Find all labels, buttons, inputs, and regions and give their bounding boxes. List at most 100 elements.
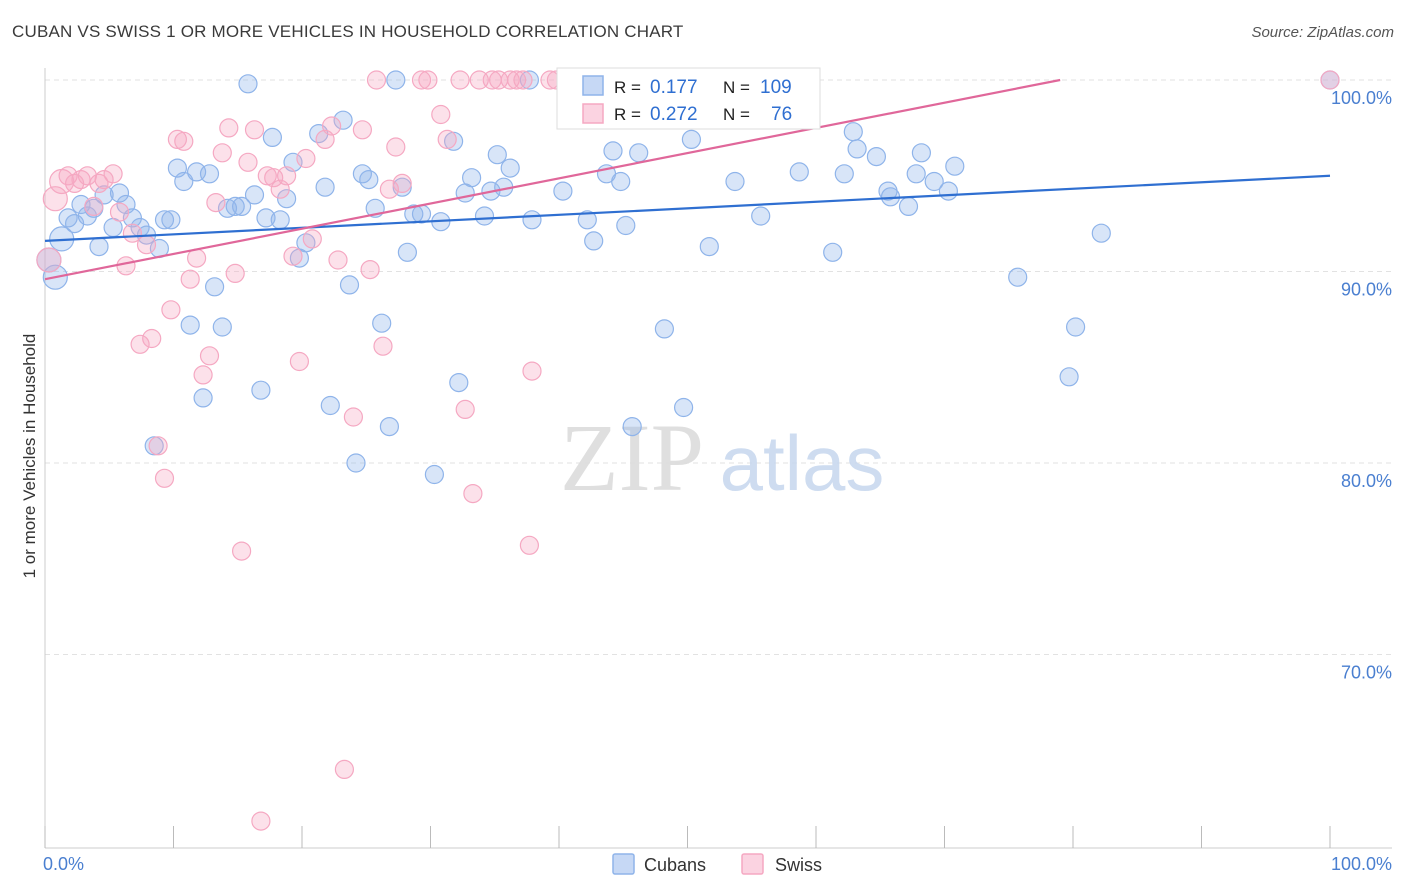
cubans-point-65 (487, 145, 507, 165)
watermark-zip: ZIP (560, 404, 704, 511)
trend-lines (44, 78, 1331, 281)
legend-r-value-cubans: 0.177 (650, 77, 698, 98)
swiss-point-12 (116, 256, 136, 276)
cubans-point-28 (217, 198, 238, 218)
swiss-point-26 (206, 193, 226, 213)
legend-r-label-cubans: R = (614, 78, 641, 97)
cubans-point-32 (244, 185, 265, 205)
bottom-legend-swatch-cubans (612, 853, 635, 875)
swiss-point-52 (386, 137, 406, 157)
cubans-point-19 (161, 210, 181, 230)
cubans-point-35 (262, 127, 282, 147)
cubans-point-25 (199, 164, 220, 184)
cubans-point-104 (1091, 223, 1111, 243)
cubans-point-43 (320, 395, 340, 416)
swiss-point-75 (1320, 70, 1340, 90)
swiss-point-7 (84, 196, 104, 216)
cubans-point-92 (866, 147, 887, 167)
cubans-point-99 (938, 181, 959, 201)
swiss-point-11 (109, 202, 130, 222)
swiss-point-58 (450, 70, 470, 90)
cubans-point-62 (462, 168, 482, 188)
cubans-point-63 (474, 206, 495, 226)
y-tick-label-70: 70.0% (1341, 663, 1392, 683)
swiss-point-15 (136, 235, 157, 255)
cubans-point-103 (1065, 317, 1086, 337)
cubans-point-80 (673, 397, 694, 418)
cubans-point-34 (256, 208, 276, 228)
cubans-point-95 (898, 196, 919, 216)
swiss-point-39 (289, 351, 309, 372)
cubans-point-60 (449, 373, 469, 393)
swiss-trend-line (44, 78, 1061, 281)
swiss-point-37 (277, 166, 297, 186)
cubans-point-18 (154, 210, 175, 230)
swiss-point-19 (161, 300, 181, 320)
y-tick-label-90: 90.0% (1341, 280, 1392, 300)
cubans-point-74 (603, 141, 623, 161)
swiss-point-53 (392, 173, 412, 193)
cubans-point-76 (616, 215, 636, 236)
cubans-point-81 (681, 129, 702, 149)
swiss-point-22 (180, 269, 200, 289)
cubans-point-67 (500, 158, 520, 178)
legend-swatch-swiss (582, 103, 604, 124)
swiss-point-57 (437, 129, 457, 149)
swiss-point-29 (225, 263, 245, 283)
swiss-point-54 (411, 70, 432, 90)
cubans-point-30 (232, 196, 252, 216)
watermark-atlas: atlas (720, 419, 885, 507)
bottom-legend-label-swiss: Swiss (775, 855, 822, 875)
cubans-point-27 (212, 317, 232, 337)
swiss-point-0 (36, 247, 62, 273)
cubans-point-29 (225, 196, 245, 216)
cubans-point-88 (823, 242, 843, 262)
swiss-point-8 (89, 173, 109, 193)
x-tick-label-max: 100.0% (1331, 854, 1392, 874)
swiss-point-68 (522, 361, 542, 381)
swiss-point-10 (103, 164, 123, 184)
swiss-point-38 (283, 246, 303, 266)
swiss-point-67 (519, 535, 540, 555)
swiss-point-49 (366, 70, 387, 90)
swiss-point-48 (360, 260, 380, 280)
y-tick-label-80: 80.0% (1341, 471, 1392, 491)
cubans-point-33 (251, 380, 271, 400)
y-axis-label: 1 or more Vehicles in Household (20, 334, 39, 579)
cubans-point-6 (77, 206, 98, 226)
series-cubans (36, 70, 1340, 485)
swiss-point-23 (187, 248, 207, 268)
legend-r-label-swiss: R = (614, 105, 641, 124)
cubans-point-48 (359, 170, 379, 190)
cubans-point-37 (277, 189, 297, 209)
series-swiss (36, 70, 1340, 831)
swiss-point-45 (334, 759, 354, 780)
cubans-point-71 (577, 210, 597, 230)
legend-r-value-swiss: 0.272 (650, 104, 698, 125)
swiss-point-47 (352, 120, 372, 140)
swiss-point-40 (296, 148, 316, 169)
cubans-point-86 (751, 206, 771, 226)
cubans-point-100 (945, 156, 965, 176)
cubans-point-82 (699, 237, 719, 257)
swiss-point-31 (238, 152, 258, 172)
swiss-point-24 (193, 365, 213, 385)
swiss-point-46 (343, 407, 363, 427)
cubans-point-70 (553, 181, 573, 201)
swiss-point-33 (251, 811, 271, 831)
cubans-point-78 (629, 143, 649, 163)
swiss-point-44 (328, 250, 348, 270)
legend-swatch-cubans (582, 75, 604, 96)
swiss-point-28 (219, 118, 239, 138)
swiss-point-59 (455, 399, 475, 419)
cubans-point-56 (411, 204, 432, 224)
cubans-point-21 (174, 171, 194, 192)
cubans-point-22 (180, 315, 200, 335)
cubans-point-44 (333, 110, 353, 130)
swiss-point-14 (130, 334, 150, 354)
cubans-point-102 (1059, 367, 1079, 387)
swiss-point-27 (212, 143, 232, 163)
cubans-point-52 (386, 70, 406, 90)
chart-title: CUBAN VS SWISS 1 OR MORE VEHICLES IN HOU… (12, 22, 684, 41)
